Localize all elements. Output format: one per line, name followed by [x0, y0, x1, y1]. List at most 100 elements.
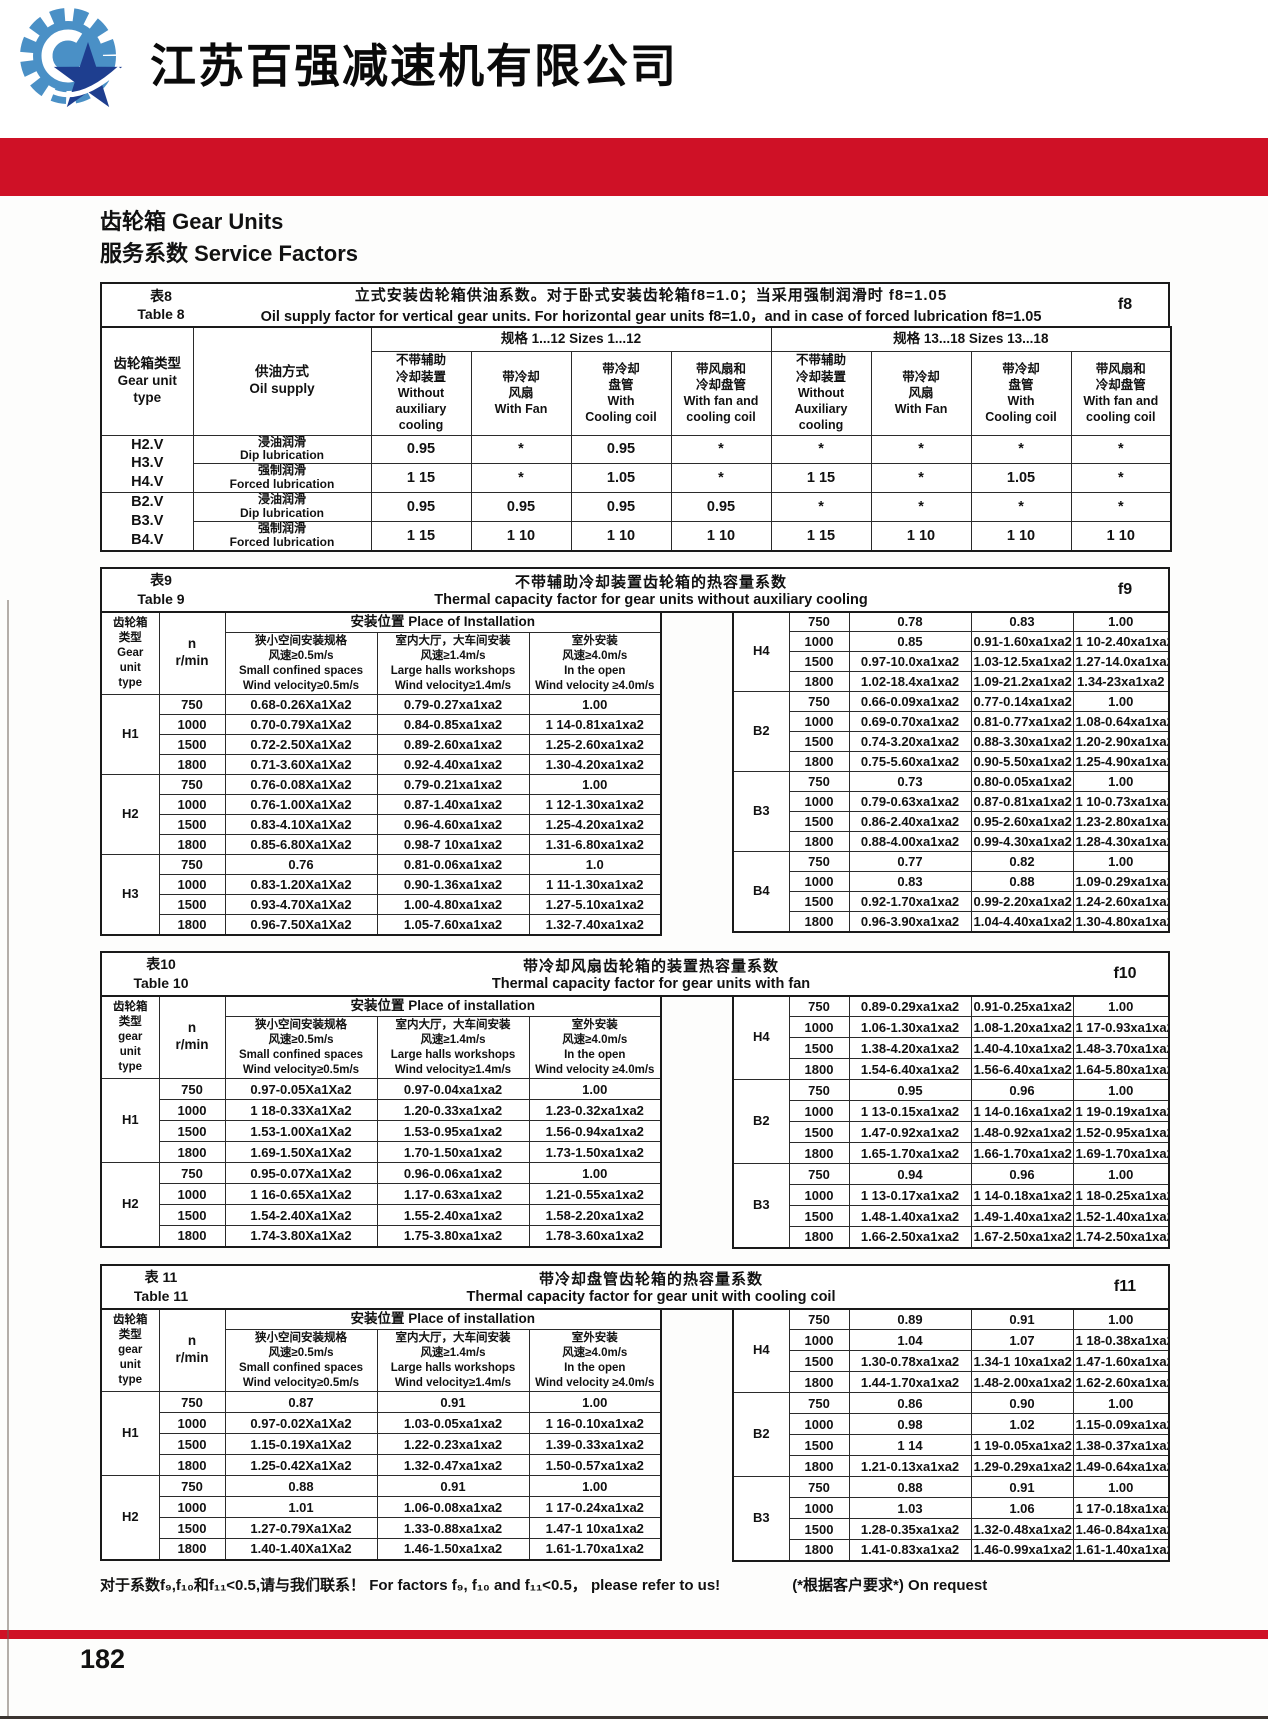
- factor-value-cell: 1.47-1 10xa1xa2: [528, 1517, 662, 1540]
- table9-section: 表9 Table 9 不带辅助冷却装置齿轮箱的热容量系数 Thermal cap…: [100, 566, 1170, 936]
- factor-value-cell: 0.95: [570, 492, 672, 522]
- factor-value-cell: 1.41-0.83xa1xa2: [848, 1539, 972, 1562]
- factor-value-cell: 1.30-4.80xa1xa2: [1072, 911, 1170, 933]
- gear-type-label: B2: [732, 1392, 790, 1478]
- gear-type-label: B4: [732, 851, 790, 933]
- factor-value-cell: 0.95: [670, 492, 772, 522]
- table-title-en: Thermal capacity factor for gear units w…: [491, 976, 811, 993]
- factor-value-cell: 0.77: [848, 851, 972, 873]
- factor-value-cell: 0.88: [848, 1476, 972, 1499]
- gear-type-label: H4: [732, 995, 790, 1081]
- gear-type-label: H4: [732, 1308, 790, 1394]
- factor-value-cell: 1.29-0.29xa1xa2: [970, 1455, 1074, 1478]
- factor-value-cell: 1.61-1.70xa1xa2: [528, 1538, 662, 1561]
- factor-value-cell: 1.32-0.47xa1xa2: [376, 1454, 530, 1477]
- factor-value-cell: 1.08-1.20xa1xa2: [970, 1016, 1074, 1039]
- table-row: B2 750 0.86 0.90 1.00: [732, 1392, 1170, 1478]
- factor-value-cell: 0.96-4.60xa1xa2: [376, 814, 530, 836]
- factor-value-cell: 0.91: [970, 1308, 1074, 1331]
- n-value-cell: 1000: [788, 791, 850, 813]
- factor-value-cell: 1.58-2.20xa1xa2: [528, 1204, 662, 1227]
- table-tag-cn: 表9: [150, 572, 172, 589]
- table-row: B3 750 0.88 0.91 1.00: [732, 1476, 1170, 1562]
- factor-value-cell: *: [670, 434, 772, 465]
- n-value-cell: 1800: [788, 1226, 850, 1249]
- factor-value-cell: 1.06: [970, 1497, 1074, 1520]
- factor-value-cell: 1 15: [370, 463, 472, 494]
- factor-value-cell: 1.32-0.48xa1xa2: [970, 1518, 1074, 1541]
- factor-value-cell: 1.49-0.64xa1xa2: [1072, 1455, 1170, 1478]
- n-value-cell: 1000: [788, 1100, 850, 1123]
- factor-value-cell: 1.27-14.0xa1xa2: [1072, 651, 1170, 673]
- factor-value-cell: 1 17-0.24xa1xa2: [528, 1496, 662, 1519]
- n-value-cell: 1500: [158, 814, 226, 836]
- factor-value-cell: 0.91-1.60xa1xa2: [970, 631, 1074, 653]
- factor-value-cell: *: [970, 434, 1072, 465]
- factor-value-cell: 1.00-4.80xa1xa2: [376, 894, 530, 916]
- company-logo-icon: [20, 8, 123, 108]
- table-row: 1500 0.74-3.20xa1xa2 0.88-3.30xa1xa2 1.20-2…: [733, 731, 1170, 753]
- factor-value-cell: 0.76: [224, 854, 378, 876]
- table-row: 1800 1.40-1.40Xa1Xa2 1.46-1.50xa1xa2 1.61-1…: [101, 1538, 662, 1561]
- table-row: H2 750 0.95-0.07Xa1Xa2 0.96-0.06xa1xa2 1.00: [100, 1162, 662, 1248]
- table-row: 强制润滑 Forced lubrication 1 15 * 1.05 * 1 15 * 1.…: [101, 463, 1172, 494]
- n-value-cell: 1800: [788, 671, 850, 693]
- factor-value-cell: 0.90-5.50xa1xa2: [970, 751, 1074, 773]
- factor-value-cell: 1.40-1.40Xa1Xa2: [224, 1538, 378, 1561]
- factor-value-cell: 0.88-4.00xa1xa2: [848, 831, 972, 853]
- n-value-cell: 750: [788, 1308, 850, 1331]
- table8-section: 表8 Table 8 立式安装齿轮箱供油系数。对于卧式安装齿轮箱f8=1.0；当…: [100, 282, 1173, 552]
- factor-value-cell: 1.00: [1072, 1476, 1170, 1499]
- factor-value-cell: 1.62-2.60xa1xa2: [1072, 1371, 1170, 1394]
- n-value-cell: 1800: [788, 751, 850, 773]
- cooling-column-header: 不带辅助 冷却装置 Without auxiliary cooling: [370, 350, 472, 436]
- n-value-cell: 1800: [158, 1225, 226, 1248]
- table-row: 1500 1.15-0.19Xa1Xa2 1.22-0.23xa1xa2 1.39-0…: [101, 1433, 662, 1456]
- table10-left: 齿轮箱 类型 gear unit type n r/min 安装位置 Place…: [100, 994, 662, 1248]
- factor-value-cell: 1 18-0.33Xa1Xa2: [224, 1099, 378, 1122]
- gear-type-label: B2.V B3.V B4.V: [100, 492, 194, 552]
- n-value-cell: 1500: [158, 734, 226, 756]
- n-value-cell: 1800: [788, 1539, 850, 1562]
- table-title-cn: 不带辅助冷却装置齿轮箱的热容量系数: [514, 574, 787, 592]
- table11-right: H4 750 0.89 0.91 1.00 1000 1.04 1.07 1 18-0.38xa…: [732, 1307, 1170, 1562]
- factor-value-cell: *: [770, 434, 872, 465]
- page-number: 182: [80, 1644, 126, 1674]
- factor-value-cell: 1.61-1.40xa1xa2: [1072, 1539, 1170, 1562]
- table-row: H1 750 0.97-0.05Xa1Xa2 0.97-0.04xa1xa2 1.00: [100, 1078, 662, 1164]
- factor-value-cell: 1.28-4.30xa1xa2: [1072, 831, 1170, 853]
- factor-value-cell: 1.00: [1072, 611, 1170, 633]
- factor-value-cell: 0.92-1.70xa1xa2: [848, 891, 972, 913]
- table-row: 1500 1.47-0.92xa1xa2 1.48-0.92xa1xa2 1.52-0…: [733, 1121, 1170, 1144]
- factor-value-cell: 0.96-3.90xa1xa2: [848, 911, 972, 933]
- n-value-cell: 1000: [788, 1329, 850, 1352]
- factor-value-cell: 1.64-5.80xa1xa2: [1072, 1058, 1170, 1081]
- scan-bottom-edge: [0, 1716, 1268, 1719]
- factor-value-cell: 1.00: [528, 1475, 662, 1498]
- gear-unit-type-header: 齿轮箱 类型 Gear unit type: [100, 611, 160, 696]
- factor-value-cell: 0.96-7.50Xa1Xa2: [224, 914, 378, 936]
- table10-body: 齿轮箱 类型 gear unit type n r/min 安装位置 Place…: [100, 994, 1170, 1249]
- factor-value-cell: 1 16-0.10xa1xa2: [528, 1412, 662, 1435]
- gear-type-label: H2: [100, 774, 160, 856]
- table-row: B2 750 0.66-0.09xa1xa2 0.77-0.14xa1xa2 1.00: [732, 691, 1170, 773]
- factor-value-cell: 1.25-2.60xa1xa2: [528, 734, 662, 756]
- factor-value-cell: 1.05: [570, 463, 672, 494]
- factor-value-cell: 1.46-1.50xa1xa2: [376, 1538, 530, 1561]
- table-row: 1000 1.04 1.07 1 18-0.38xa1xa2: [733, 1329, 1170, 1352]
- factor-value-cell: 1.01: [224, 1496, 378, 1519]
- factor-value-cell: 1 14-0.81xa1xa2: [528, 714, 662, 736]
- n-value-cell: 750: [788, 611, 850, 633]
- table-row: 1800 1.02-18.4xa1xa2 1.09-21.2xa1xa2 1.34-2…: [733, 671, 1170, 693]
- factor-value-cell: 1.15-0.19Xa1Xa2: [224, 1433, 378, 1456]
- table8-tag: 表8 Table 8: [102, 287, 220, 323]
- factor-value-cell: 0.91: [376, 1391, 530, 1414]
- n-value-cell: 750: [788, 995, 850, 1018]
- table-row: H3 750 0.76 0.81-0.06xa1xa2 1.0: [100, 854, 662, 936]
- factor-value-cell: 0.66-0.09xa1xa2: [848, 691, 972, 713]
- factor-value-cell: 1.08-0.64xa1xa2: [1072, 711, 1170, 733]
- factor-value-cell: 0.88-3.30xa1xa2: [970, 731, 1074, 753]
- table-row: 1800 1.44-1.70xa1xa2 1.48-2.00xa1xa2 1.62-2…: [733, 1371, 1170, 1394]
- factor-value-cell: 0.71-3.60Xa1Xa2: [224, 754, 378, 776]
- table-row: 1800 0.88-4.00xa1xa2 0.99-4.30xa1xa2 1.28-4…: [733, 831, 1170, 853]
